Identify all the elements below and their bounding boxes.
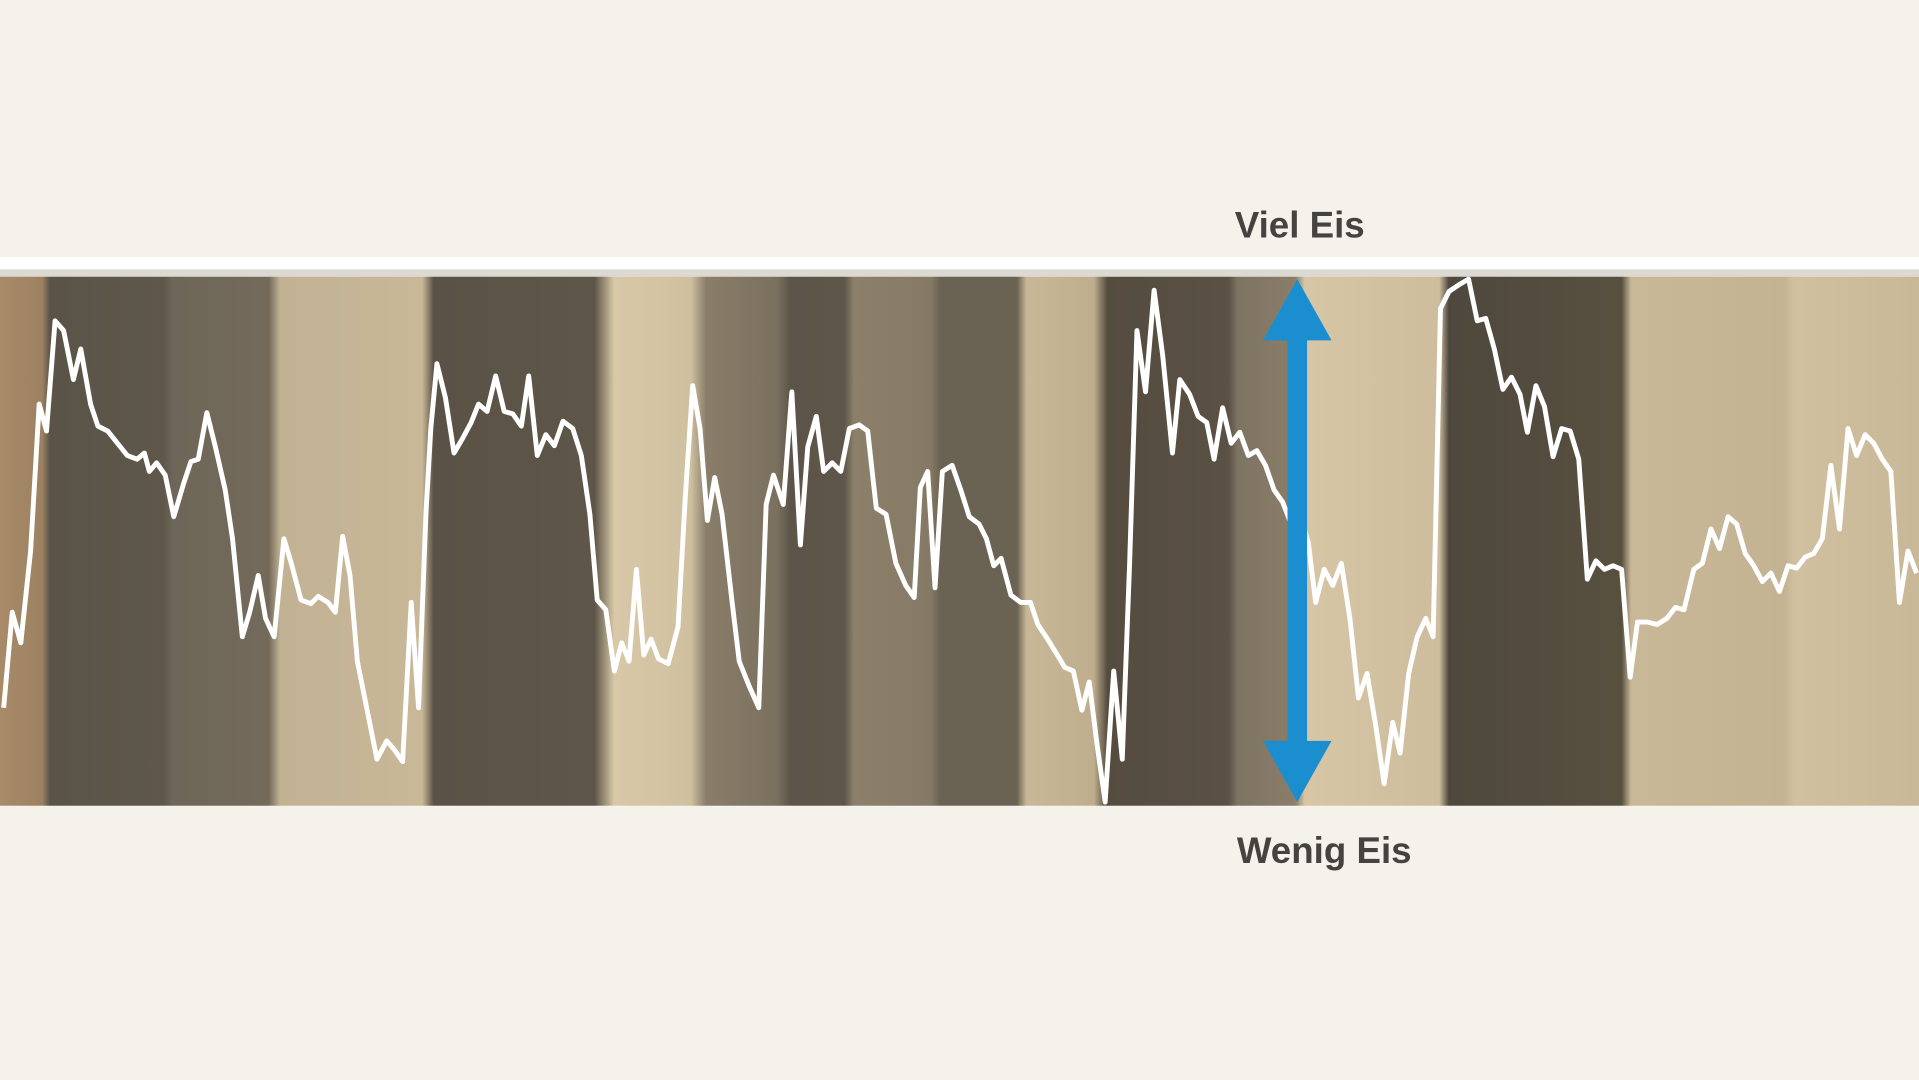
ice-curve (1, 276, 1919, 805)
core-top-strip (0, 257, 1919, 270)
ice-arrow (1263, 279, 1332, 803)
label-bottom: Wenig Eis (1237, 830, 1412, 871)
sediment-core (0, 276, 1919, 806)
core-top-edge (0, 269, 1919, 277)
label-top: Viel Eis (1235, 204, 1365, 245)
